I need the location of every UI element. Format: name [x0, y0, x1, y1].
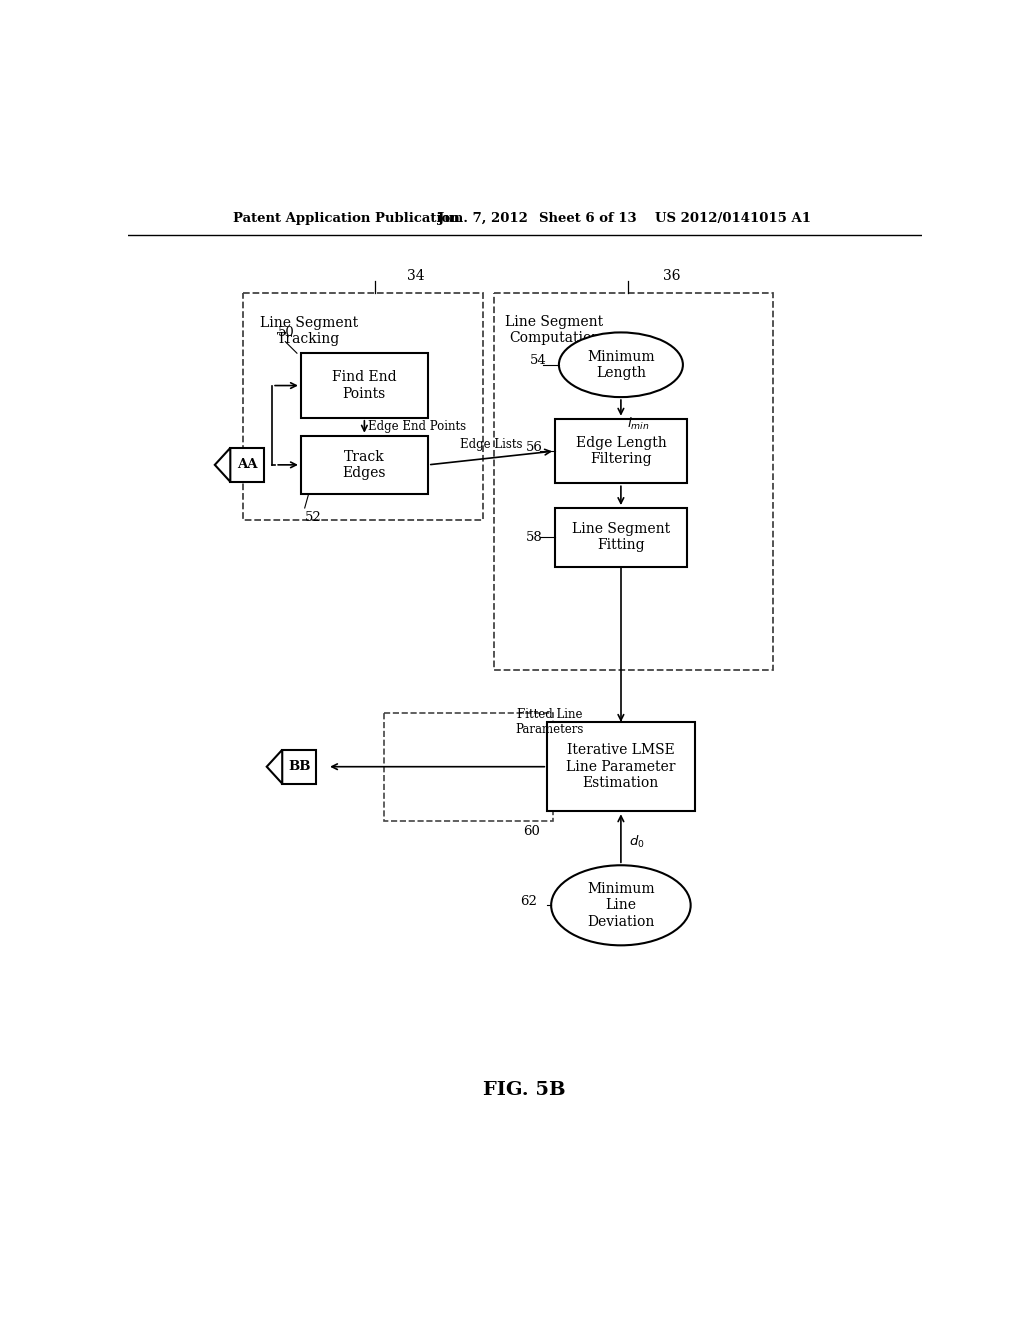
- Text: US 2012/0141015 A1: US 2012/0141015 A1: [655, 213, 811, 224]
- Text: Line Segment
Computation: Line Segment Computation: [506, 314, 603, 345]
- Text: Minimum
Line
Deviation: Minimum Line Deviation: [587, 882, 654, 928]
- Text: Patent Application Publication: Patent Application Publication: [232, 213, 460, 224]
- Text: 54: 54: [529, 354, 546, 367]
- Text: Edge Lists: Edge Lists: [460, 438, 522, 451]
- Text: Fitted Line
Parameters: Fitted Line Parameters: [515, 708, 584, 737]
- Text: 36: 36: [663, 269, 680, 284]
- Ellipse shape: [551, 866, 690, 945]
- Text: Edge End Points: Edge End Points: [369, 420, 466, 433]
- Text: Jun. 7, 2012: Jun. 7, 2012: [438, 213, 528, 224]
- Ellipse shape: [559, 333, 683, 397]
- Bar: [494, 293, 773, 671]
- Text: 50: 50: [278, 326, 295, 339]
- Text: Line Segment
Tracking: Line Segment Tracking: [260, 317, 357, 346]
- Bar: [555, 418, 687, 483]
- Text: $\it{d}_{0}$: $\it{d}_{0}$: [629, 834, 644, 850]
- Text: Track
Edges: Track Edges: [343, 450, 386, 480]
- Text: AA: AA: [238, 458, 258, 471]
- Text: $\it{l}_{min}$: $\it{l}_{min}$: [627, 416, 649, 433]
- Bar: [555, 508, 687, 566]
- Text: Edge Length
Filtering: Edge Length Filtering: [575, 436, 667, 466]
- Bar: [301, 436, 428, 494]
- Text: BB: BB: [288, 760, 310, 774]
- Bar: [384, 713, 553, 821]
- Bar: [243, 293, 483, 520]
- Text: FIG. 5B: FIG. 5B: [483, 1081, 566, 1100]
- Bar: [301, 354, 428, 418]
- Text: 60: 60: [522, 825, 540, 838]
- Text: Iterative LMSE
Line Parameter
Estimation: Iterative LMSE Line Parameter Estimation: [566, 743, 676, 789]
- Text: 34: 34: [408, 269, 425, 284]
- Text: 56: 56: [525, 441, 543, 454]
- Text: Sheet 6 of 13: Sheet 6 of 13: [539, 213, 636, 224]
- Text: Minimum
Length: Minimum Length: [587, 350, 654, 380]
- Bar: [283, 750, 316, 784]
- Polygon shape: [215, 447, 230, 482]
- Text: 58: 58: [525, 531, 543, 544]
- Bar: [230, 447, 264, 482]
- Bar: [547, 722, 694, 812]
- Text: 52: 52: [305, 511, 322, 524]
- Text: Line Segment
Fitting: Line Segment Fitting: [571, 523, 670, 552]
- Text: Find End
Points: Find End Points: [332, 371, 396, 401]
- Text: 62: 62: [520, 895, 538, 908]
- Polygon shape: [266, 750, 283, 784]
